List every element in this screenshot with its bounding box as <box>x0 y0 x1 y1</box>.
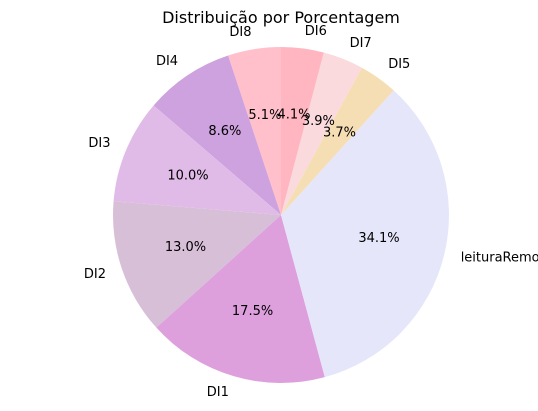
slice-label-di8: DI8 <box>229 25 251 40</box>
slice-percent-di8: 5.1% <box>248 108 281 123</box>
slice-percent-di6: 4.1% <box>277 108 310 123</box>
slice-label-leituraremota: leituraRemota <box>461 251 538 266</box>
slice-percent-di4: 8.6% <box>208 124 241 139</box>
pie-slice-di7 <box>281 52 362 215</box>
slice-label-di4: DI4 <box>156 54 178 69</box>
pie-slice-leituraremota <box>281 90 449 378</box>
pie-slice-di8 <box>228 47 281 215</box>
pie-slice-di2 <box>112 201 281 328</box>
slice-percent-leituraremota: 34.1% <box>358 231 399 246</box>
slice-label-di1: DI1 <box>207 385 229 400</box>
slice-label-di5: DI5 <box>388 57 410 72</box>
slice-label-di7: DI7 <box>350 36 372 51</box>
pie-slice-di3 <box>113 105 281 215</box>
slice-percent-di5: 3.7% <box>323 125 356 140</box>
slice-percent-di1: 17.5% <box>232 304 273 319</box>
pie-slice-di1 <box>156 215 325 383</box>
slice-percent-di7: 3.9% <box>302 114 335 129</box>
chart-title: Distribuição por Porcentagem <box>162 8 400 27</box>
pie-slices <box>112 47 449 383</box>
slice-label-di6: DI6 <box>305 24 327 39</box>
slice-label-di2: DI2 <box>84 267 106 282</box>
slice-label-di3: DI3 <box>88 136 110 151</box>
slice-percent-di3: 10.0% <box>167 169 208 184</box>
pie-slice-di6 <box>281 47 324 215</box>
pie-slice-di4 <box>153 55 281 215</box>
pie-slice-di5 <box>281 67 394 215</box>
pie-labels: DI8 5.1% DI4 8.6% DI3 10.0% DI2 13.0% DI1 17.5% le… <box>84 24 538 400</box>
slice-percent-di2: 13.0% <box>165 240 206 255</box>
